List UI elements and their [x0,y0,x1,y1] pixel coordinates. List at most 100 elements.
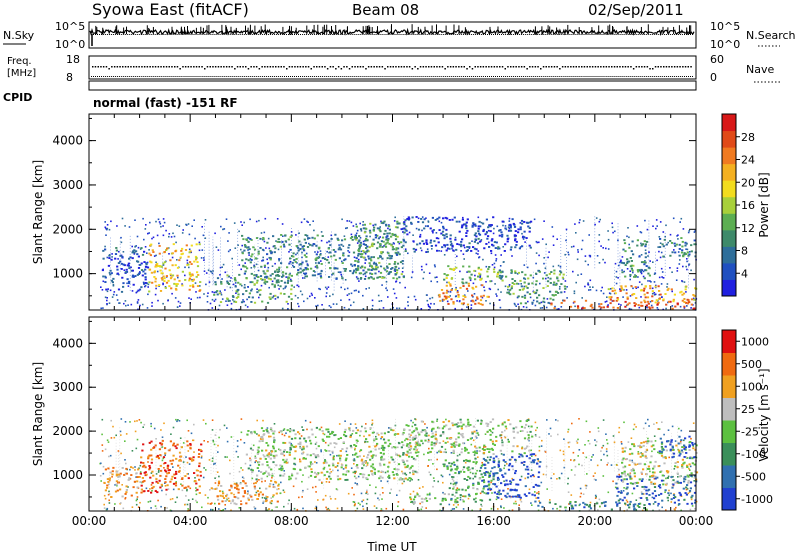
velocity-speckle [607,491,610,494]
velocity-speckle [336,507,339,510]
power-speckle [539,307,542,309]
power-cell [278,258,281,260]
velocity-speckle [667,475,670,478]
noise-search-dot [519,34,521,35]
power-cell [656,303,659,306]
velocity-speckle [237,456,239,458]
noise-search-dot [145,34,147,35]
nave-dot [497,76,498,77]
power-cell [625,292,628,295]
noise-search-dot [211,34,213,35]
velocity-speckle [588,442,591,445]
noise-search-dot [187,34,189,35]
power-speckle [311,294,313,296]
noise-search-dot [306,34,308,35]
power-cell [413,250,416,253]
power-cell [685,242,688,245]
velocity-speckle [281,433,284,436]
nave-dot [360,76,362,77]
power-cell [569,305,573,308]
velocity-speckle [519,430,522,432]
power-speckle [331,274,333,276]
velocity-speckle [301,480,303,483]
power-speckle [264,266,266,268]
velocity-cell [114,490,118,493]
noise-search-dot [485,34,486,35]
power-speckle [307,221,309,223]
power-speckle [111,256,113,258]
power-speckle [386,289,388,292]
velocity-speckle [418,487,421,489]
power-cell [370,269,373,271]
power-speckle [379,265,382,268]
power-cell [546,285,549,287]
power-cell [472,300,475,303]
power-cell [446,217,449,220]
power-cell [510,287,513,290]
nave-dot [535,76,537,77]
velocity-speckle [153,427,156,430]
power-cell [296,273,299,276]
velocity-speckle [181,489,184,492]
power-speckle [139,248,142,250]
velocity-speckle [635,426,637,428]
power-cell [320,270,323,273]
velocity-speckle [110,419,112,422]
noise-search-dot [579,34,581,35]
power-speckle [353,256,356,259]
power-speckle [231,257,233,260]
freq-dot [111,66,113,68]
power-cell [552,283,555,286]
velocity-speckle [124,497,126,500]
velocity-speckle [272,496,274,498]
power-cell [501,279,504,282]
velocity-speckle [124,497,127,499]
velocity-speckle [353,463,355,465]
velocity-speckle [579,487,582,490]
velocity-speckle [377,497,379,500]
power-cell [467,282,470,285]
freq-tick-bottom: 8 [66,71,73,84]
power-cell [369,272,372,275]
velocity-speckle [576,442,579,444]
power-cell [188,251,191,254]
power-speckle [495,259,497,262]
velocity-cell [150,491,153,494]
date-title: 02/Sep/2011 [588,1,684,19]
power-speckle [660,267,663,270]
power-speckle [263,240,266,243]
velocity-speckle [423,453,425,456]
freq-trace [91,66,693,77]
power-cell [132,250,135,253]
noise-search-dot [227,34,229,35]
velocity-speckle [175,481,177,483]
noise-search-dot [571,34,573,35]
velocity-speckle [354,447,356,450]
power-cell [521,245,524,248]
power-cell [470,250,473,252]
power-cell [388,232,391,235]
power-cell [636,239,639,242]
power-speckle [344,288,346,291]
noise-search-dot [681,34,683,35]
freq-dot [425,66,427,68]
power-cell [511,278,514,280]
nave-label: Nave [746,63,774,76]
noise-search-dot [679,34,681,35]
velocity-speckle [191,498,194,500]
noise-search-dot [408,34,410,35]
velocity-speckle [580,492,582,495]
velocity-speckle [324,494,327,497]
power-cell [551,294,554,297]
velocity-speckle [243,442,246,444]
power-cell [521,271,524,274]
nave-dot [482,76,484,77]
power-cell [506,291,509,294]
power-cell [454,238,457,241]
velocity-speckle [459,498,462,501]
power-cell [482,294,485,297]
power-cell [128,257,131,260]
power-speckle [686,248,689,251]
velocity-speckle [535,435,537,437]
noise-search-dot [677,34,679,35]
